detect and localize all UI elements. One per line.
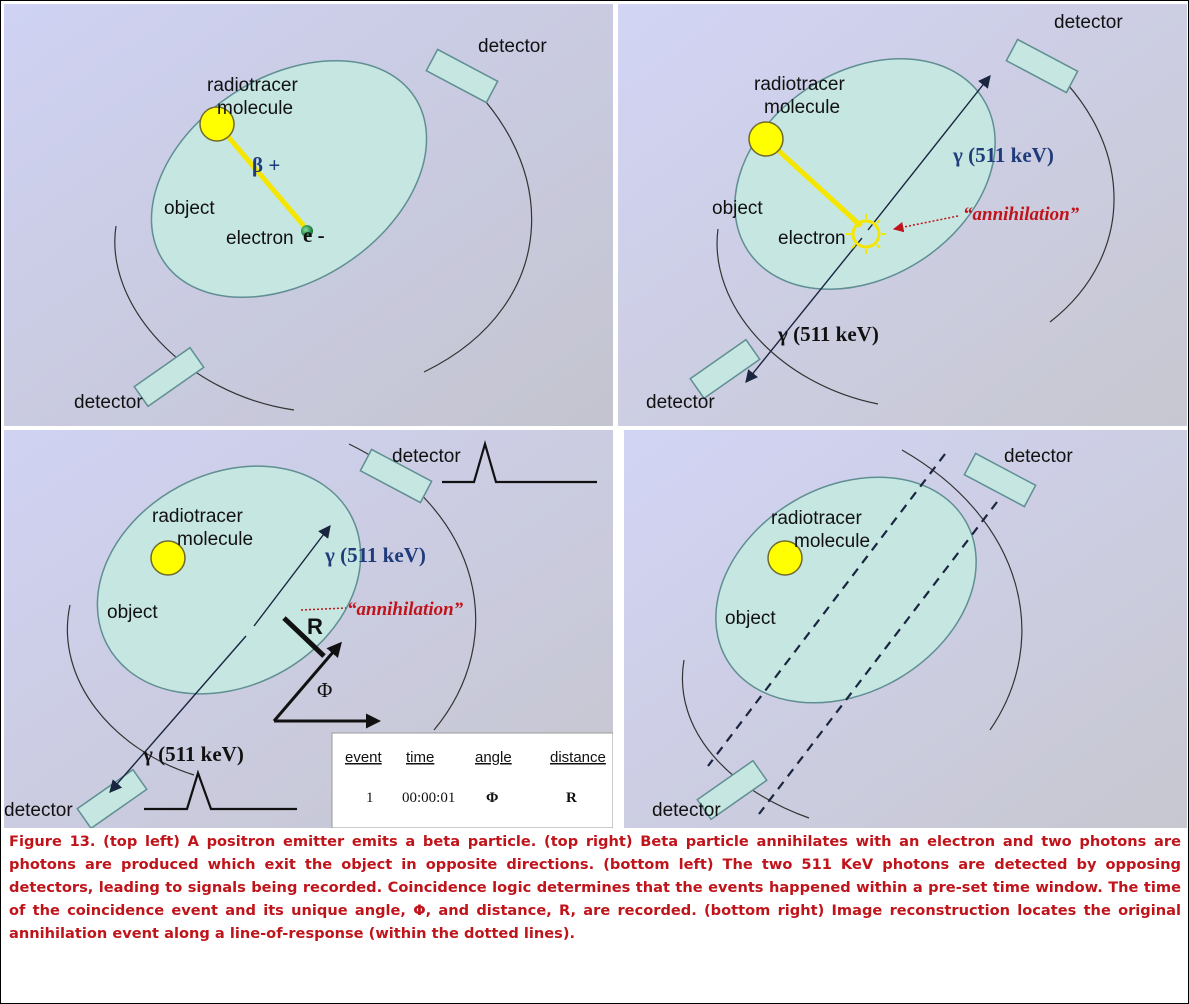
r-label: R	[307, 614, 323, 639]
electron-label: electron	[226, 228, 294, 249]
detector-label-bottom: detector	[652, 800, 721, 821]
table-cell-distance: R	[566, 790, 577, 806]
object-label: object	[725, 608, 776, 629]
e-minus-label: e -	[303, 223, 325, 247]
detector-label-bottom: detector	[646, 392, 715, 413]
detector-label-bottom: detector	[4, 800, 73, 821]
electron-label: electron	[778, 228, 846, 249]
molecule-label: molecule	[764, 97, 840, 118]
gamma-label-lower: γ (511 keV)	[777, 322, 879, 346]
molecule-label: molecule	[177, 529, 253, 550]
detector-bottom	[689, 338, 761, 400]
radiotracer-molecule	[748, 121, 784, 157]
gamma-ray-arrow-down	[745, 237, 863, 383]
gamma-label-upper: γ (511 keV)	[952, 143, 1054, 167]
signal-pulse-bottom	[144, 769, 297, 811]
object-label: object	[107, 602, 158, 623]
object-ellipse	[715, 476, 977, 704]
radiotracer-label: radiotracer	[152, 506, 243, 527]
gamma-ray-arrow-up	[867, 75, 991, 231]
annihilation-pointer	[300, 607, 347, 611]
detector-ring-arc-upper	[901, 449, 1023, 731]
panel-top-right-drawing: detector detector radiotracer molecule o…	[618, 4, 1187, 426]
beta-particle-track	[766, 139, 863, 228]
object-label: object	[712, 198, 763, 219]
phi-label: Φ	[317, 678, 332, 702]
annihilation-pointer	[892, 215, 959, 233]
radiotracer-label: radiotracer	[771, 508, 862, 529]
panel-top-left: detector detector radiotracer molecule o…	[4, 4, 613, 426]
detector-ring-arc-lower	[114, 225, 295, 411]
panel-bottom-right-drawing: detector detector radiotracer molecule o…	[624, 430, 1187, 828]
distance-r-bar	[282, 616, 326, 658]
object-label: object	[164, 198, 215, 219]
detector-ring-arc-lower	[681, 659, 810, 819]
detector-label-bottom: detector	[74, 392, 143, 413]
gamma-label-upper: γ (511 keV)	[324, 543, 426, 567]
event-table	[331, 732, 613, 828]
detector-bottom	[696, 759, 768, 821]
annihilation-burst	[846, 214, 886, 254]
panel-bottom-left: event time angle distance 1 00:00:01 Φ R…	[4, 430, 613, 828]
radiotracer-molecule	[767, 540, 803, 576]
radiotracer-molecule	[199, 106, 235, 142]
panel-bottom-right: detector detector radiotracer molecule o…	[624, 430, 1187, 828]
radiotracer-label: radiotracer	[207, 75, 298, 96]
beta-particle-track	[217, 124, 306, 228]
detector-ring-arc-lower	[66, 604, 195, 776]
object-ellipse	[96, 465, 362, 695]
detector-top	[1005, 38, 1079, 94]
annihilation-label: “annihilation”	[347, 599, 464, 620]
table-header-event: event	[345, 749, 383, 766]
panel-bottom-left-drawing: event time angle distance 1 00:00:01 Φ R…	[4, 430, 613, 828]
table-cell-event: 1	[366, 790, 374, 806]
table-header-distance: distance	[550, 749, 606, 766]
line-of-response-boundary-right	[758, 501, 998, 815]
table-cell-time: 00:00:01	[402, 790, 455, 806]
radiotracer-label: radiotracer	[754, 74, 845, 95]
line-of-response-boundary-left	[707, 453, 946, 767]
detector-top	[425, 48, 499, 104]
panel-top-left-drawing: detector detector radiotracer molecule o…	[4, 4, 613, 426]
detector-bottom	[76, 768, 148, 828]
annihilation-label: “annihilation”	[963, 204, 1080, 225]
table-header-angle: angle	[475, 749, 512, 766]
gamma-ray-arrow-up	[253, 524, 331, 627]
electron-dot	[301, 225, 313, 237]
figure-caption: Figure 13. (top left) A positron emitter…	[9, 833, 1181, 942]
radiotracer-molecule	[150, 540, 186, 576]
gamma-label-lower: γ (511 keV)	[142, 742, 244, 766]
table-header-time: time	[406, 749, 434, 766]
detector-ring-arc-lower	[716, 228, 879, 405]
detector-top	[359, 448, 433, 504]
panel-top-right: detector detector radiotracer molecule o…	[618, 4, 1187, 426]
object-ellipse	[734, 58, 996, 290]
detector-top	[963, 452, 1037, 508]
detector-bottom	[133, 346, 205, 408]
detector-label-top: detector	[1004, 446, 1073, 467]
detector-label-top: detector	[478, 36, 547, 57]
angle-phi-arrow-up	[272, 641, 342, 722]
table-cell-angle: Φ	[486, 790, 498, 806]
beta-plus-label: β +	[252, 153, 280, 177]
molecule-label: molecule	[794, 531, 870, 552]
gamma-ray-arrow-down	[109, 635, 247, 793]
detector-label-top: detector	[392, 446, 461, 467]
detector-label-top: detector	[1054, 12, 1123, 33]
signal-pulse-top	[442, 440, 597, 484]
molecule-label: molecule	[217, 98, 293, 119]
